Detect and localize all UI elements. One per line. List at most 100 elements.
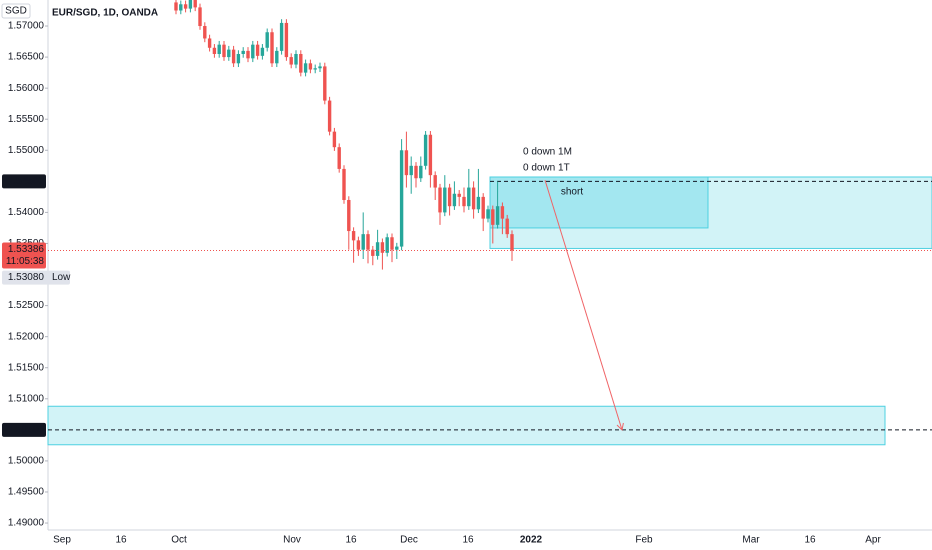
candle-body <box>241 50 245 54</box>
candle-body <box>510 234 514 251</box>
level-label-bg <box>2 174 46 189</box>
currency-label: SGD <box>5 6 27 17</box>
current-price-label: 1.53386 <box>8 244 45 255</box>
candle-body <box>299 53 303 73</box>
candle-body <box>361 234 365 250</box>
candle-body <box>385 237 389 253</box>
candle-body <box>217 44 221 54</box>
candle-body <box>457 193 461 197</box>
candle-body <box>481 196 485 219</box>
candle-body <box>294 53 298 65</box>
candle-body <box>327 100 332 132</box>
candle-body <box>428 134 433 176</box>
candle-body <box>337 147 341 169</box>
candle-body <box>265 32 269 48</box>
candle-body <box>270 32 274 64</box>
candle-body <box>183 4 188 9</box>
candle-body <box>203 26 207 39</box>
candle-body <box>500 206 505 219</box>
candle-body <box>198 7 202 27</box>
candle-body <box>188 0 193 9</box>
x-tick-label: Feb <box>635 535 653 546</box>
stat-text: 0 down 1T <box>523 163 570 174</box>
candle-body <box>486 209 490 219</box>
x-tick-label: Mar <box>742 535 760 546</box>
candle-body <box>174 2 178 11</box>
x-tick-label: Nov <box>283 535 301 546</box>
y-tick-label: 1.55000 <box>8 145 45 156</box>
candle-body <box>438 187 442 213</box>
candle-body <box>193 0 197 8</box>
arrow-line <box>544 179 623 430</box>
x-tick-label: Apr <box>865 535 881 546</box>
y-tick-label: 1.51000 <box>8 393 45 404</box>
candle-body <box>289 57 293 65</box>
candle-body <box>395 246 399 250</box>
candle-body <box>279 22 284 51</box>
low-text: Low <box>52 272 71 283</box>
level-label-bg <box>2 422 46 437</box>
x-tick-label: Sep <box>53 535 71 546</box>
candle-body <box>236 53 241 64</box>
y-tick-label: 1.52000 <box>8 331 45 342</box>
candle-body <box>332 131 337 148</box>
x-tick-label: 16 <box>804 535 816 546</box>
chart-title: EUR/SGD, 1D, OANDA <box>52 8 158 19</box>
level-label: 1.50500 <box>8 424 45 435</box>
candle-body <box>318 66 322 69</box>
low-label-bg <box>2 270 70 285</box>
candle-body <box>375 242 380 256</box>
x-tick-label: Oct <box>171 535 187 546</box>
x-tick-label: 2022 <box>520 535 543 546</box>
candle-body <box>351 231 356 241</box>
x-tick-label: Dec <box>400 535 418 546</box>
candle-body <box>423 134 428 166</box>
candle-body <box>399 150 404 247</box>
candle-body <box>495 206 500 225</box>
candle-body <box>179 4 183 11</box>
x-tick-label: 16 <box>345 535 357 546</box>
current-price-countdown: 11:05:38 <box>6 256 45 267</box>
level-label: 1.54500 <box>8 176 45 187</box>
candle-body <box>212 47 217 54</box>
candle-body <box>313 68 317 70</box>
candle-body <box>404 150 409 176</box>
candle-body <box>443 187 447 213</box>
candle-body <box>308 63 313 70</box>
y-tick-label: 1.52500 <box>8 300 45 311</box>
position-stop-zone <box>489 176 709 229</box>
candle-body <box>419 165 423 179</box>
low-label: 1.53080 <box>8 272 45 283</box>
candle-body <box>222 44 226 58</box>
currency-bg <box>1 3 31 19</box>
arrow-head <box>616 422 624 431</box>
y-tick-label: 1.50000 <box>8 456 45 467</box>
candle-body <box>467 187 471 207</box>
candle-body <box>366 234 370 250</box>
candle-body <box>414 165 418 179</box>
y-tick-label: 1.57000 <box>8 21 45 32</box>
y-tick-label: 1.56000 <box>8 83 45 94</box>
candle-body <box>380 242 385 253</box>
candle-body <box>323 66 327 101</box>
stat-text: 0 down 1M <box>523 147 572 158</box>
y-tick-label: 1.49000 <box>8 518 45 529</box>
candle-body <box>433 175 437 188</box>
candle-body <box>231 49 236 64</box>
x-tick-label: 16 <box>462 535 474 546</box>
candle-body <box>255 44 260 56</box>
y-tick-label: 1.55500 <box>8 114 45 125</box>
y-tick-label: 1.49500 <box>8 487 45 498</box>
candle-body <box>471 187 476 210</box>
candle-body <box>246 50 250 59</box>
candle-body <box>303 63 308 73</box>
candle-body <box>342 168 346 200</box>
candle-body <box>476 196 481 210</box>
candle-body <box>462 196 466 207</box>
candle-body <box>260 47 265 56</box>
y-tick-label: 1.54000 <box>8 207 45 218</box>
y-tick-label: 1.51500 <box>8 362 45 373</box>
current-price-bg <box>2 242 46 269</box>
